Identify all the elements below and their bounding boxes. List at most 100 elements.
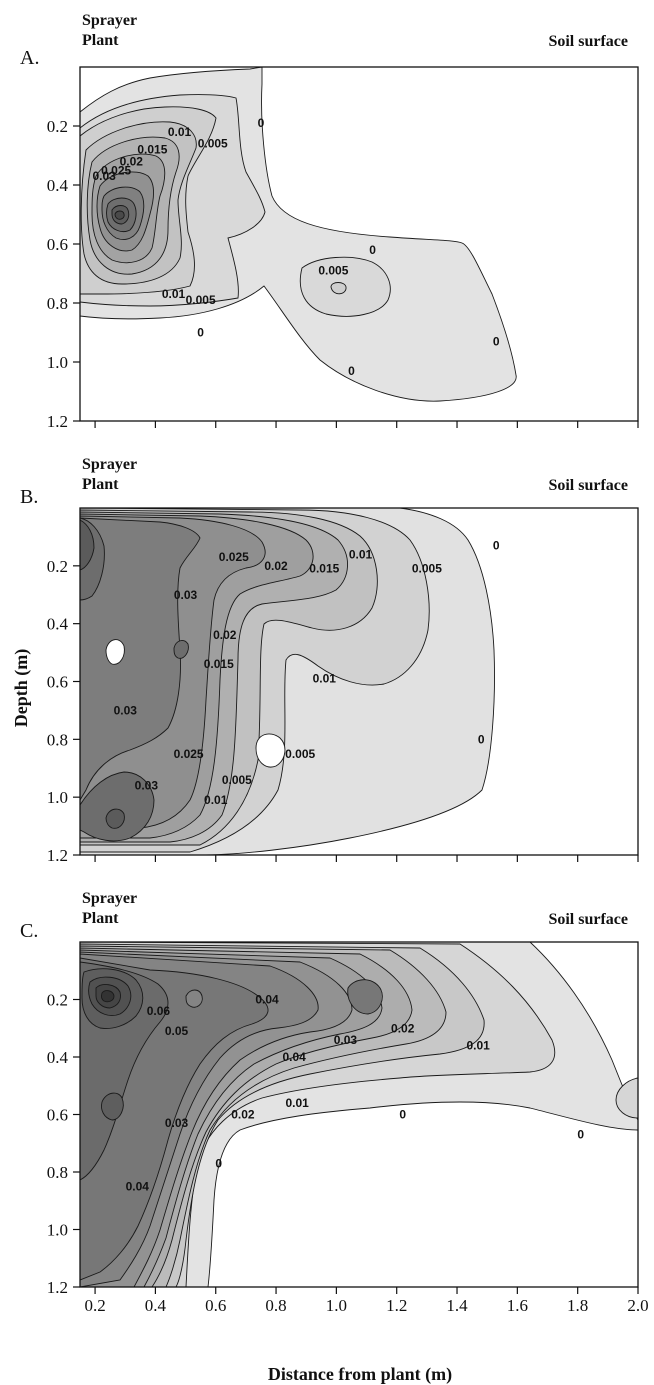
contour-label: 0.02 <box>213 628 237 642</box>
contour-label: 0.02 <box>120 154 144 168</box>
panel-a-y-tick-label: 0.6 <box>47 235 68 254</box>
contour-label: 0.01 <box>285 1096 309 1110</box>
contour-label: 0.03 <box>135 779 159 793</box>
panel-b-hole-2 <box>255 733 286 768</box>
panel-a-peak <box>114 210 125 220</box>
panel-a-header-soil-surface: Soil surface <box>548 33 628 50</box>
contour-label: 0.005 <box>222 773 252 787</box>
panel-c-header-soil-surface: Soil surface <box>548 911 628 928</box>
panel-a-axes: 0.2 0.4 0.6 0.8 1.0 1.2 <box>47 117 639 431</box>
contour-label: 0.005 <box>186 293 216 307</box>
contour-label: 0.015 <box>309 562 339 576</box>
contour-label: 0.015 <box>137 143 167 157</box>
panel-c-y-tick-label: 0.8 <box>47 1163 68 1182</box>
panel-b-y-tick-label: 1.0 <box>47 788 68 807</box>
panel-c-x-tick-label: 0.2 <box>84 1296 105 1315</box>
panel-b-header-soil-surface: Soil surface <box>548 477 628 494</box>
panel-b-y-tick-label: 0.6 <box>47 673 68 692</box>
panel-c-letter: C. <box>20 920 38 942</box>
panel-c-x-tick-label: 0.6 <box>205 1296 226 1315</box>
contour-label: 0.04 <box>282 1050 306 1064</box>
panel-c-x-tick-label: 1.4 <box>446 1296 468 1315</box>
panel-c-labels: 0.04 0.06 0.05 0.04 0.03 0.02 0.01 0.01 0.02 0.03… <box>126 993 585 1194</box>
panel-a-y-tick-label: 0.8 <box>47 294 68 313</box>
panel-b-level-035b <box>80 771 155 842</box>
contour-label: 0 <box>577 1128 584 1142</box>
panel-c-y-tick-label: 0.2 <box>47 991 68 1010</box>
contour-label: 0 <box>369 243 376 257</box>
contour-label: 0.005 <box>412 562 442 576</box>
panel-b-y-tick-label: 1.2 <box>47 846 68 865</box>
contour-label: 0 <box>493 539 500 553</box>
contour-label: 0.015 <box>204 657 234 671</box>
panel-c-island-lower <box>101 1092 124 1121</box>
panel-c-y-tick-label: 1.2 <box>47 1278 68 1297</box>
panel-a-header-sprayer: Sprayer <box>82 12 137 29</box>
contour-label: 0 <box>478 732 485 746</box>
contour-label: 0.02 <box>391 1021 415 1035</box>
panel-c-x-tick-label: 0.8 <box>265 1296 286 1315</box>
contour-label: 0.01 <box>349 547 373 561</box>
panel-b-y-tick-label: 0.2 <box>47 557 68 576</box>
x-axis-title: Distance from plant (m) <box>268 1364 452 1385</box>
contour-label: 0 <box>493 334 500 348</box>
panel-c-y-tick-label: 1.0 <box>47 1221 68 1240</box>
panel-c-axes: 0.2 0.4 0.6 0.8 1.0 1.2 1.4 1.6 1.8 2.0 0.2 0.4 0.6 0… <box>47 991 649 1316</box>
y-axis-title: Depth (m) <box>11 649 32 728</box>
contour-label: 0.02 <box>264 559 288 573</box>
panel-b-level-04b <box>105 808 125 829</box>
panel-c-island-right <box>615 1077 638 1119</box>
contour-label: 0.06 <box>147 1004 171 1018</box>
panel-c-peak <box>100 990 115 1003</box>
panel-c-x-tick-label: 2.0 <box>627 1296 648 1315</box>
panel-b-hole-1 <box>105 639 125 665</box>
panel-a-island-peak <box>330 282 347 295</box>
contour-label: 0.02 <box>231 1108 255 1122</box>
panel-b-header-sprayer: Sprayer <box>82 456 137 473</box>
panel-b-contours <box>80 508 638 855</box>
panel-c-island-mid <box>185 989 203 1008</box>
panel-a-header-plant: Plant <box>82 32 119 49</box>
contour-label: 0.01 <box>204 793 228 807</box>
panel-b-y-tick-label: 0.4 <box>47 615 69 634</box>
contour-label: 0 <box>258 116 265 130</box>
panel-a-letter: A. <box>20 47 39 69</box>
contour-label: 0.01 <box>313 672 337 686</box>
panel-b-axes: 0.2 0.4 0.6 0.8 1.0 1.2 <box>47 557 639 865</box>
panel-c-x-tick-label: 1.0 <box>326 1296 347 1315</box>
panel-a-y-tick-label: 0.2 <box>47 117 68 136</box>
panel-b-level-035c <box>173 640 189 659</box>
contour-label: 0.025 <box>101 163 131 177</box>
contour-label: 0.03 <box>334 1033 358 1047</box>
contour-label: 0.025 <box>174 747 204 761</box>
contour-label: 0.03 <box>114 703 138 717</box>
panel-c-header-plant: Plant <box>82 910 119 927</box>
contour-label: 0 <box>197 326 204 340</box>
contour-label: 0.01 <box>168 125 192 139</box>
contour-label: 0 <box>399 1108 406 1122</box>
contour-label: 0.03 <box>174 588 198 602</box>
contour-label: 0.04 <box>126 1179 150 1193</box>
panel-c-x-tick-label: 1.8 <box>567 1296 588 1315</box>
panel-b-level-04 <box>80 519 95 571</box>
contour-label: 0.03 <box>92 169 116 183</box>
panel-c-y-tick-label: 0.6 <box>47 1106 68 1125</box>
panel-c: C. Sprayer Plant Soil surface 0.04 0 <box>20 890 649 1315</box>
contour-label: 0.005 <box>198 137 228 151</box>
panel-b-labels: 0.025 0.02 0.015 0.01 0.005 0 0.03 0.02 0.015 0.0… <box>114 539 500 807</box>
contour-label: 0.005 <box>318 264 348 278</box>
panel-a: A. Sprayer Plant Soil surface 00.0050.01… <box>20 12 639 431</box>
panel-c-contours <box>80 942 638 1287</box>
panel-c-x-tick-label: 1.2 <box>386 1296 407 1315</box>
panel-a-y-tick-label: 1.0 <box>47 353 68 372</box>
contour-label: 0 <box>215 1156 222 1170</box>
contour-label: 0.01 <box>162 287 186 301</box>
contour-label: 0.01 <box>466 1039 490 1053</box>
panel-c-x-tick-label: 0.4 <box>145 1296 167 1315</box>
panel-c-header-sprayer: Sprayer <box>82 890 137 907</box>
panel-b-y-tick-label: 0.8 <box>47 730 68 749</box>
contour-label: 0 <box>348 364 355 378</box>
